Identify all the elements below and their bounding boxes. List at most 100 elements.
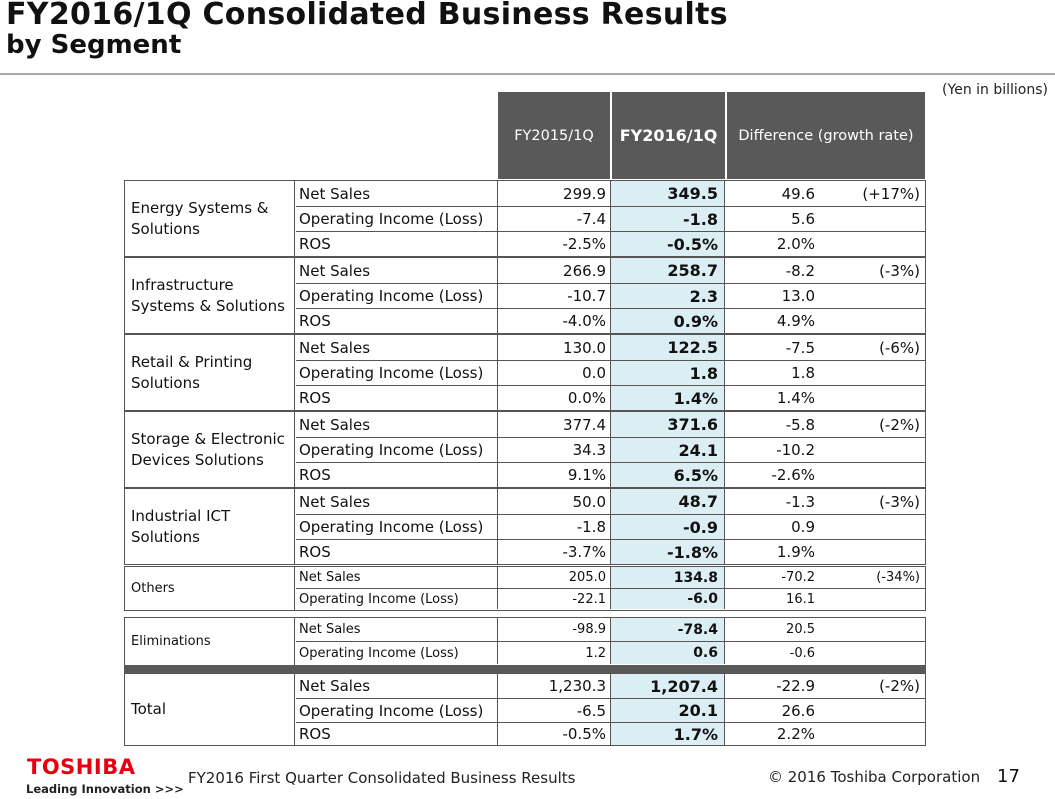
table-row: Net Sales 266.9 258.7 -8.2 (-3%) (296, 258, 925, 283)
column-header-diff: Difference (growth rate) (727, 92, 925, 179)
cell-cur: 2.3 (611, 284, 725, 308)
row-label: Net Sales (296, 412, 498, 437)
cell-prev: 50.0 (498, 489, 611, 514)
cell-cur: 349.5 (611, 181, 725, 206)
table-row: ROS -0.5% 1.7% 2.2% (296, 722, 925, 745)
cell-diff: 0.9 (791, 518, 815, 536)
cell-cur: 258.7 (611, 258, 725, 283)
segment-storage: Storage & Electronic Devices Solutions N… (124, 411, 926, 488)
cell-prev: 0.0 (498, 361, 611, 385)
table-row: ROS -4.0% 0.9% 4.9% (296, 308, 925, 333)
cell-cur: 20.1 (611, 699, 725, 722)
cell-rate: (-3%) (879, 261, 920, 280)
cell-cur: 6.5% (611, 463, 725, 487)
toshiba-logo: TOSHIBA (27, 755, 136, 779)
segment-name: Infrastructure Systems & Solutions (125, 258, 295, 333)
row-label: ROS (296, 309, 498, 333)
cell-cur: -1.8% (611, 540, 725, 564)
cell-cur: -0.5% (611, 232, 725, 256)
page-number: 17 (997, 766, 1020, 787)
row-label: Net Sales (296, 674, 498, 698)
row-label: Operating Income (Loss) (296, 284, 498, 308)
table-row: Operating Income (Loss) -7.4 -1.8 5.6 (296, 206, 925, 231)
row-label: ROS (296, 232, 498, 256)
table-row: Operating Income (Loss) -22.1 -6.0 16.1 (296, 588, 925, 609)
row-label: Operating Income (Loss) (296, 438, 498, 462)
segment-others: Others Net Sales 205.0 134.8 -70.2 (-34%… (124, 566, 926, 611)
cell-prev: 0.0% (498, 386, 611, 410)
row-label: Operating Income (Loss) (296, 207, 498, 231)
column-header-cur: FY2016/1Q (612, 92, 725, 179)
cell-prev: 266.9 (498, 258, 611, 283)
page-title-line-1: FY2016/1Q Consolidated Business Results (6, 0, 728, 32)
table-row: ROS -3.7% -1.8% 1.9% (296, 539, 925, 564)
copyright-notice: © 2016 Toshiba Corporation (768, 768, 981, 786)
cell-rate (817, 618, 924, 641)
cell-prev: -2.5% (498, 232, 611, 256)
cell-rate (817, 463, 924, 487)
segment-rows: Net Sales 50.0 48.7 -1.3 (-3%) Operating… (296, 489, 925, 564)
logo-tagline: Leading Innovation >>> (26, 782, 184, 796)
cell-cur: 0.6 (611, 642, 725, 664)
cell-diff: 2.2% (776, 725, 815, 743)
row-label: Net Sales (296, 567, 498, 588)
page-title-line-2: by Segment (6, 30, 182, 60)
segment-rows: Net Sales 266.9 258.7 -8.2 (-3%) Operati… (296, 258, 925, 333)
table-row: ROS -2.5% -0.5% 2.0% (296, 231, 925, 256)
row-label: ROS (296, 463, 498, 487)
cell-cur: -78.4 (611, 618, 725, 641)
cell-rate: (-2%) (879, 415, 920, 434)
row-label: Operating Income (Loss) (296, 589, 498, 609)
segment-retail: Retail & Printing Solutions Net Sales 13… (124, 334, 926, 411)
cell-diff: -70.2 (781, 570, 815, 585)
title-divider (0, 73, 1055, 75)
cell-prev: -7.4 (498, 207, 611, 231)
cell-diff: 2.0% (776, 235, 815, 253)
cell-rate: (-3%) (879, 492, 920, 511)
cell-rate: (-2%) (879, 677, 920, 695)
cell-diff: 4.9% (776, 312, 815, 330)
cell-rate (817, 232, 924, 256)
row-label: Operating Income (Loss) (296, 515, 498, 539)
cell-rate (817, 309, 924, 333)
cell-diff: -1.3 (785, 492, 815, 511)
cell-cur: 371.6 (611, 412, 725, 437)
segment-rows: Net Sales 205.0 134.8 -70.2 (-34%) Opera… (296, 567, 925, 610)
segment-name: Others (125, 567, 295, 610)
cell-prev: 9.1% (498, 463, 611, 487)
cell-diff: -2.6% (771, 466, 815, 484)
cell-cur: 1.7% (611, 723, 725, 745)
cell-diff: 20.5 (786, 622, 815, 637)
row-label: Net Sales (296, 258, 498, 283)
cell-cur: 24.1 (611, 438, 725, 462)
cell-prev: 1.2 (498, 642, 611, 664)
cell-diff: -8.2 (785, 261, 815, 280)
segment-rows: Net Sales 377.4 371.6 -5.8 (-2%) Operati… (296, 412, 925, 487)
cell-cur: 122.5 (611, 335, 725, 360)
cell-cur: -1.8 (611, 207, 725, 231)
cell-diff: 16.1 (786, 591, 815, 607)
cell-prev: -98.9 (498, 618, 611, 641)
cell-cur: 48.7 (611, 489, 725, 514)
cell-diff: 5.6 (791, 210, 815, 228)
cell-rate (817, 723, 924, 745)
cell-diff: 1.8 (791, 364, 815, 382)
row-label: Operating Income (Loss) (296, 361, 498, 385)
table-row: Operating Income (Loss) 0.0 1.8 1.8 (296, 360, 925, 385)
footer-document-title: FY2016 First Quarter Consolidated Busine… (188, 769, 576, 787)
table-row: Net Sales 377.4 371.6 -5.8 (-2%) (296, 412, 925, 437)
cell-rate (817, 438, 924, 462)
table-row: Net Sales 130.0 122.5 -7.5 (-6%) (296, 335, 925, 360)
table-row: Net Sales -98.9 -78.4 20.5 (296, 618, 925, 641)
segment-name: Energy Systems & Solutions (125, 181, 295, 256)
cell-cur: -6.0 (611, 589, 725, 609)
segment-rows: Net Sales 130.0 122.5 -7.5 (-6%) Operati… (296, 335, 925, 410)
cell-rate (817, 515, 924, 539)
segment-name: Industrial ICT Solutions (125, 489, 295, 564)
units-note: (Yen in billions) (942, 82, 1048, 98)
cell-diff: -0.6 (789, 645, 815, 661)
row-label: Operating Income (Loss) (296, 699, 498, 722)
table-row: Operating Income (Loss) 34.3 24.1 -10.2 (296, 437, 925, 462)
cell-rate: (+17%) (862, 184, 920, 203)
cell-rate (817, 386, 924, 410)
